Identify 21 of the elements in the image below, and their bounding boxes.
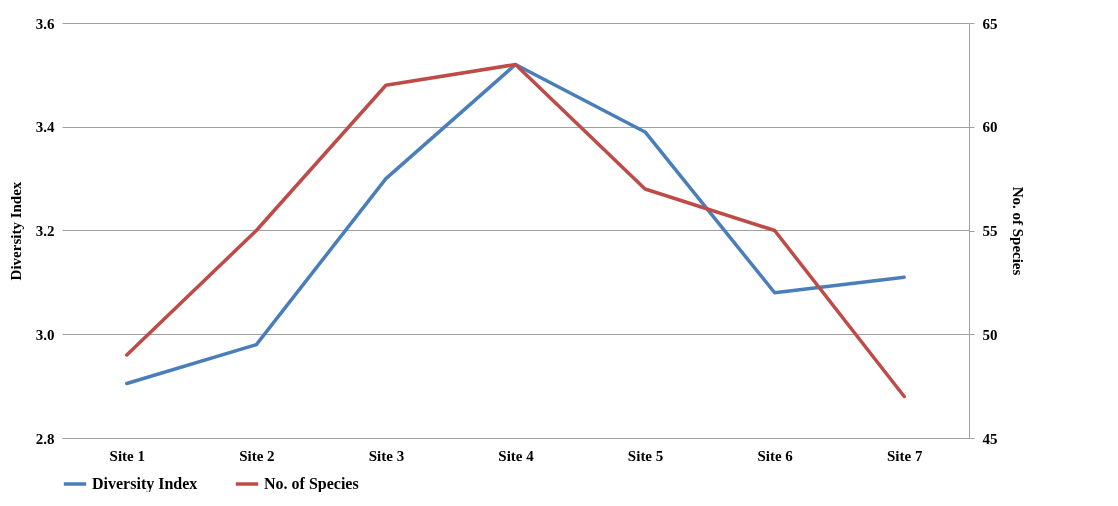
y2-axis-title: No. of Species	[1009, 186, 1026, 276]
y-tick-label: 3.0	[35, 326, 55, 343]
y-tick-label: 2.8	[35, 430, 55, 447]
x-tick-label: Site 5	[627, 447, 664, 464]
y2-tick-label: 50	[982, 326, 998, 343]
legend-label: Diversity Index	[92, 475, 198, 493]
y-tick-label: 3.4	[35, 119, 55, 136]
y-axis-title: Diversity Index	[7, 181, 24, 281]
x-tick-label: Site 6	[757, 447, 794, 464]
y2-tick-label: 65	[982, 15, 998, 32]
x-tick-label: Site 3	[368, 447, 405, 464]
legend-label: No. of Species	[264, 475, 359, 493]
y2-tick-label: 60	[982, 119, 998, 136]
y-tick-label: 3.6	[35, 15, 55, 32]
x-tick-label: Site 1	[109, 447, 145, 464]
x-tick-label: Site 7	[887, 447, 923, 464]
x-tick-label: Site 4	[498, 447, 535, 464]
y2-tick-label: 55	[982, 223, 998, 239]
y2-tick-label: 45	[982, 430, 998, 447]
y-tick-label: 3.2	[35, 223, 55, 239]
x-tick-label: Site 2	[239, 447, 275, 464]
